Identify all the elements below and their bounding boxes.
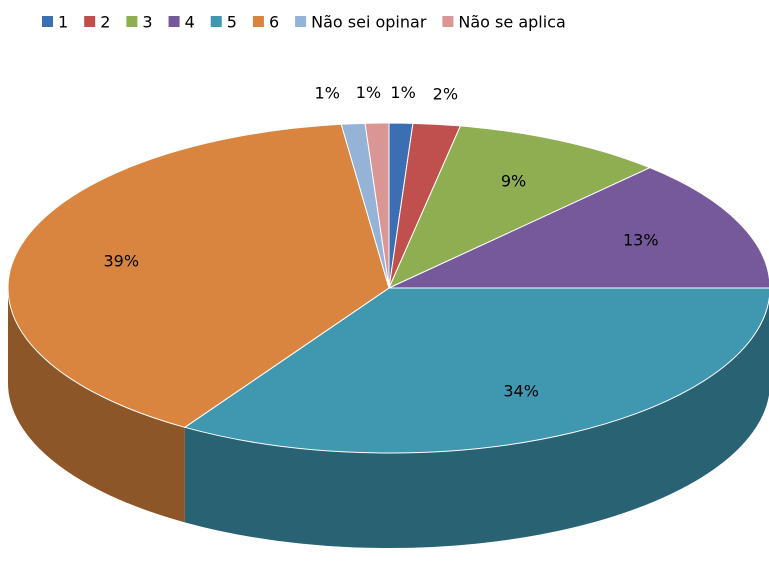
legend-swatch — [42, 16, 53, 27]
legend-swatch — [168, 16, 180, 27]
pie-side — [184, 299, 769, 548]
pie-side — [8, 288, 185, 523]
side-shade — [8, 288, 185, 523]
legend-label: 1 — [58, 13, 68, 32]
legend-swatch — [252, 16, 264, 27]
pie-slice — [7, 123, 390, 428]
pie-slice — [388, 125, 652, 290]
legend-label: Não sei opinar — [311, 13, 427, 32]
legend-label: 3 — [142, 13, 152, 32]
data-label: 13% — [623, 230, 659, 249]
legend-label: 4 — [185, 13, 195, 32]
legend-label: 2 — [100, 13, 110, 32]
legend-swatch — [126, 16, 138, 27]
data-label: 34% — [503, 382, 539, 401]
legend-label: Não se aplica — [458, 13, 565, 32]
data-label: 1% — [356, 83, 381, 102]
data-label: 1% — [390, 83, 415, 102]
legend-swatch — [84, 16, 96, 27]
legend-swatch — [442, 16, 454, 27]
data-label: 1% — [315, 84, 340, 103]
legend-label: 5 — [227, 13, 237, 32]
pie-slice — [364, 122, 390, 289]
data-label: 39% — [104, 252, 140, 271]
legend-label: 6 — [269, 13, 279, 32]
side-shade — [184, 299, 769, 548]
pie-slice — [183, 287, 769, 454]
legend-swatch — [210, 16, 222, 27]
data-label: 9% — [501, 172, 526, 191]
data-label: 2% — [433, 84, 458, 103]
legend-swatch — [295, 16, 307, 27]
